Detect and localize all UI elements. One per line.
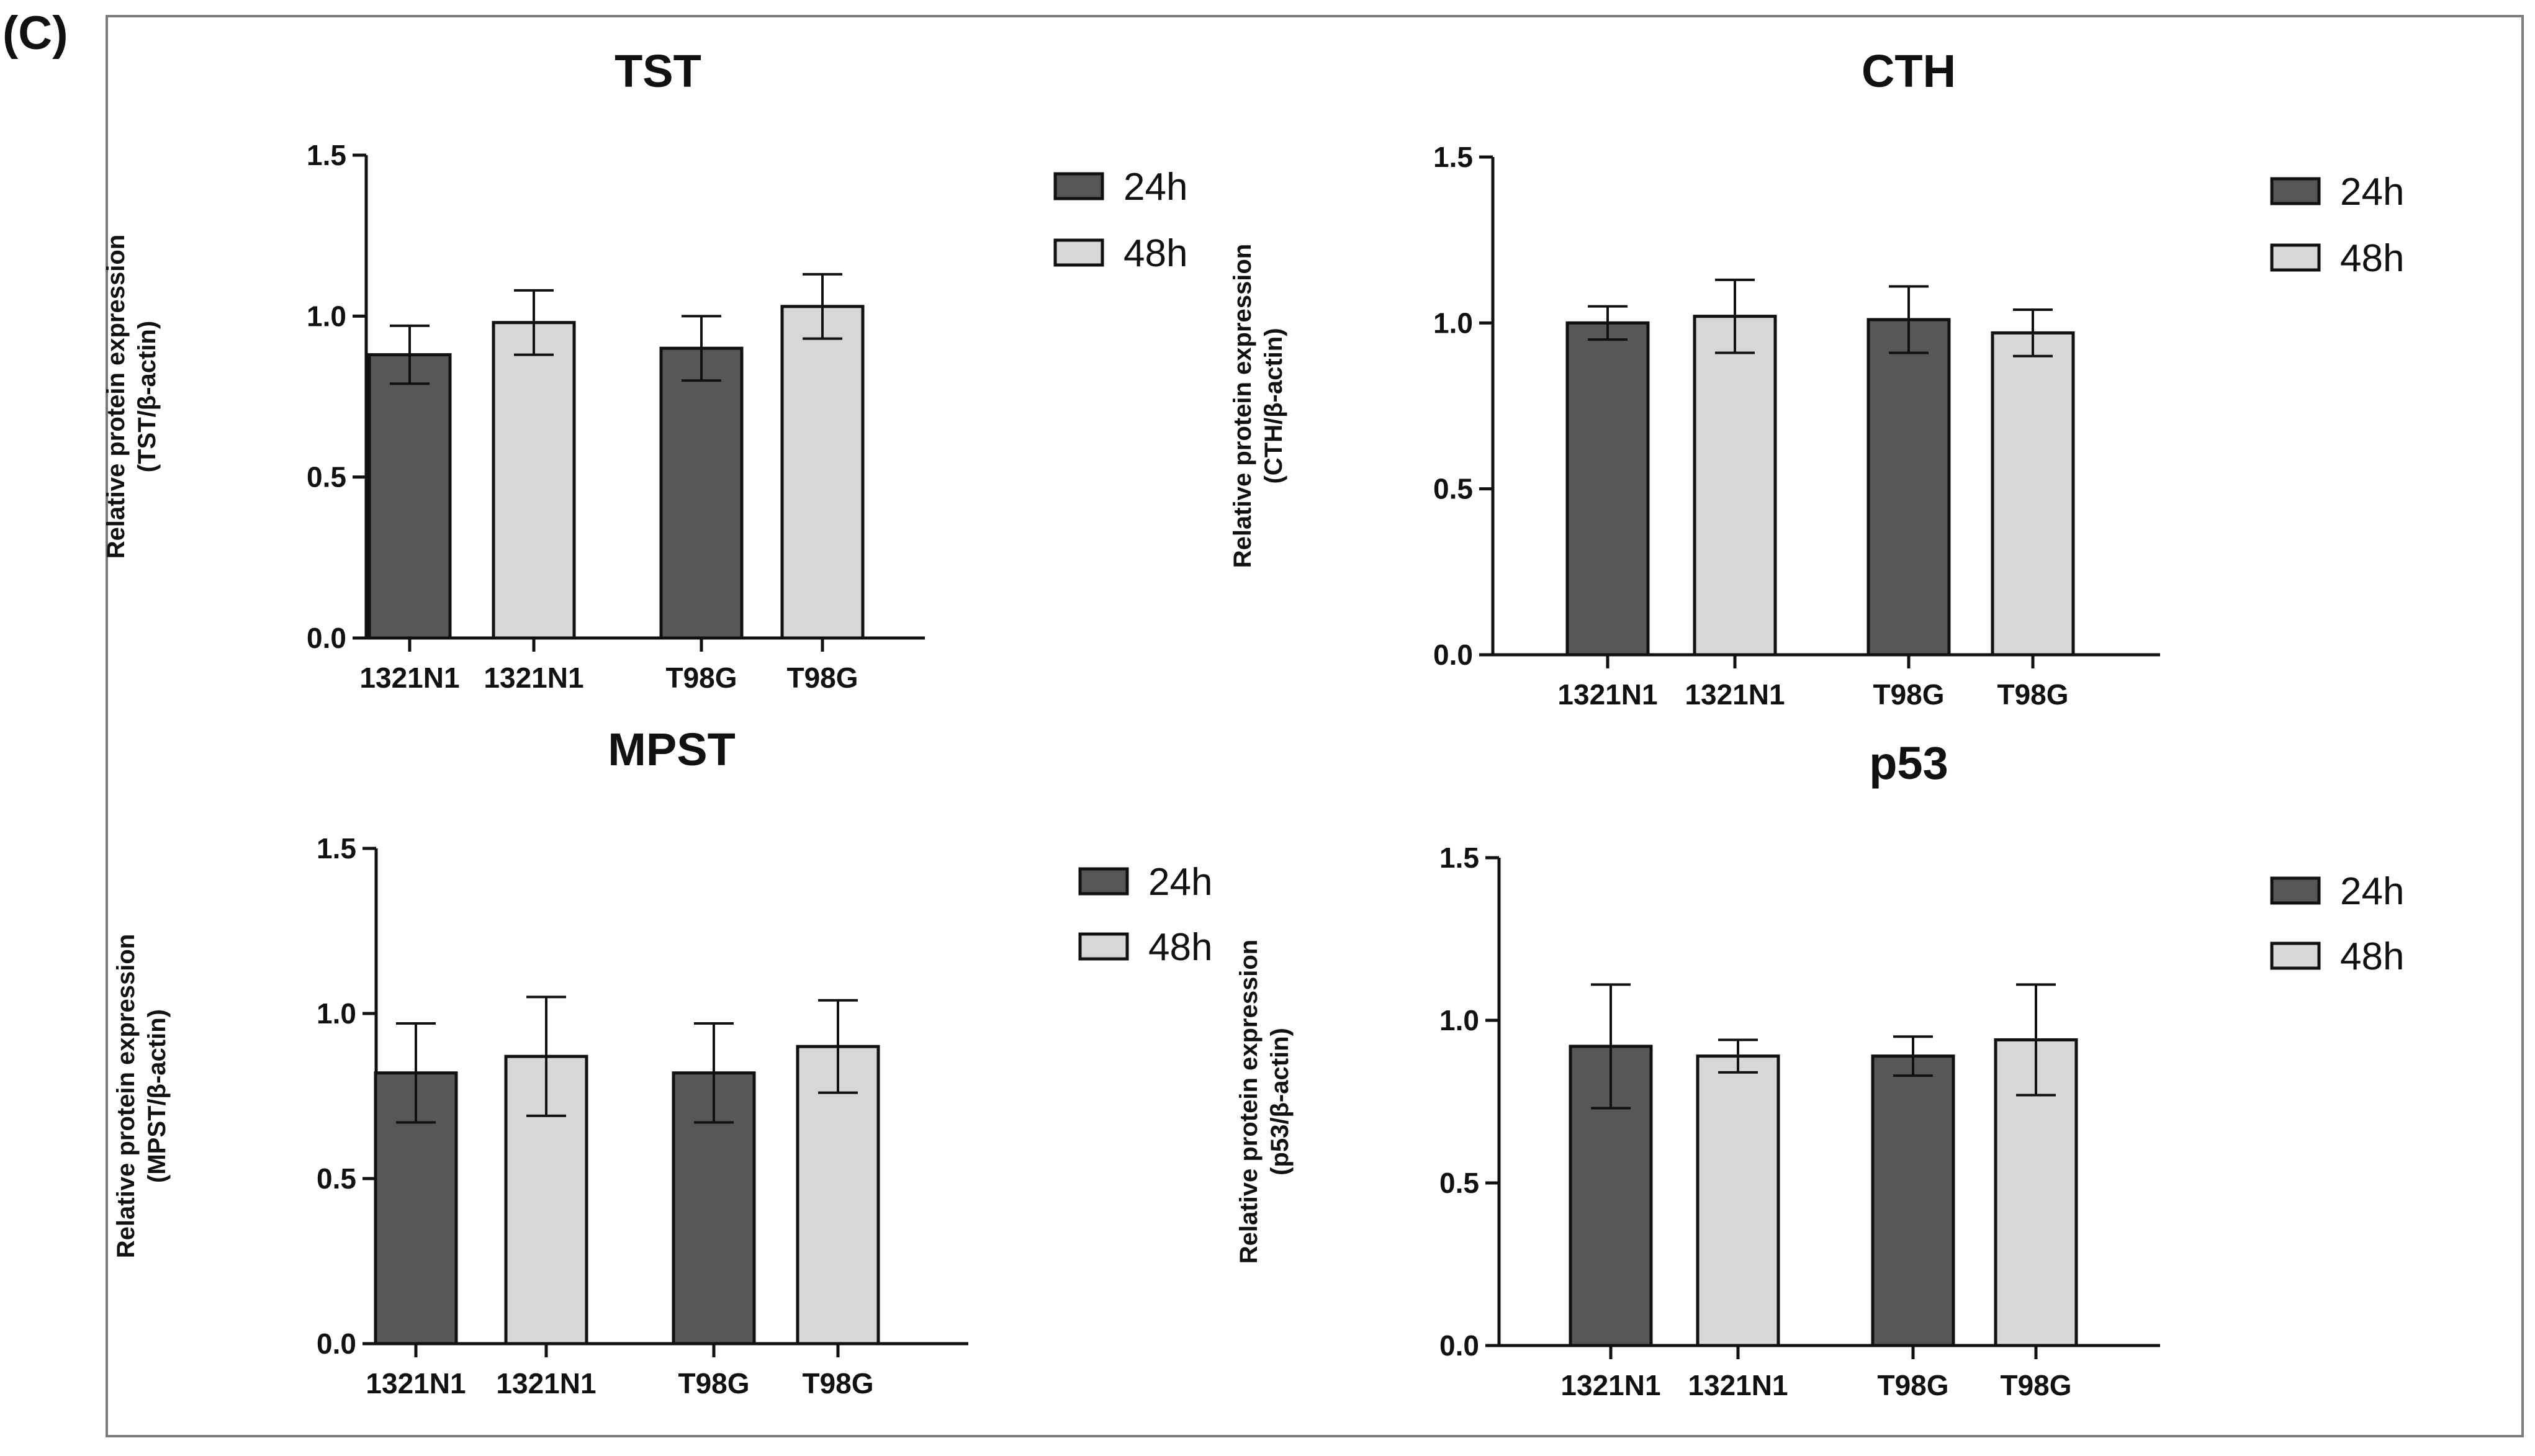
legend-label-24h: 24h [2340, 870, 2404, 913]
chart-p53: p53 Relative protein expression (p53/β-act… [1235, 737, 2404, 1401]
y-axis-label-line2: (CTH/β-actin) [1260, 328, 1287, 483]
bar-24h-1321N1 [1565, 321, 1650, 657]
bar-24h-T98G [1866, 318, 1951, 657]
y-axis-label: Relative protein expression (CTH/β-actin) [1229, 244, 1287, 568]
x-tick-label: T98G [802, 1367, 873, 1400]
x-tick-label: 1321N1 [1560, 1369, 1660, 1401]
bar-48h-1321N1 [492, 321, 576, 640]
y-axis-label-line2: (p53/β-actin) [1266, 1028, 1294, 1175]
y-tick-label: 1.5 [1439, 842, 1479, 874]
y-tick-label: 1.0 [317, 997, 356, 1030]
y-tick-label: 0.0 [1439, 1329, 1479, 1362]
y-axis-label-line1: Relative protein expression [102, 235, 130, 559]
y-tick-label: 0.5 [317, 1162, 356, 1195]
chart-title: p53 [1869, 737, 1948, 789]
y-axis-label: Relative protein expression (TST/β-actin) [102, 235, 161, 559]
y-tick-label: 1.0 [1439, 1004, 1479, 1036]
legend-swatch-24h [2270, 876, 2321, 905]
y-tick-label: 1.0 [1433, 307, 1473, 339]
x-tick-label: T98G [2000, 1369, 2071, 1401]
bar-48h-T98G [1991, 331, 2075, 657]
chart-tst: TST Relative protein expression (TST/β-act… [102, 45, 1187, 694]
chart-cth: CTH Relative protein expression (CTH/β-act… [1229, 45, 2404, 711]
x-tick-label: 1321N1 [366, 1367, 466, 1400]
legend-swatch-24h [2270, 177, 2321, 205]
x-tick-label: 1321N1 [359, 662, 459, 694]
bar-24h-1321N1 [367, 353, 452, 640]
y-tick-label: 0.5 [1439, 1167, 1479, 1199]
y-tick-label: 0.0 [307, 622, 346, 654]
y-tick-label: 1.0 [307, 300, 346, 332]
legend-swatch-48h [1053, 238, 1104, 267]
legend-label-24h: 24h [1123, 166, 1187, 209]
bar-24h-T98G [659, 346, 744, 640]
y-tick-label: 0.5 [1433, 473, 1473, 505]
legend-label-24h: 24h [2340, 171, 2404, 213]
x-tick-label: T98G [786, 662, 858, 694]
y-axis-label-line1: Relative protein expression [1235, 940, 1263, 1264]
bar-24h-T98G [1871, 1054, 1955, 1347]
x-tick-label: 1321N1 [1688, 1369, 1788, 1401]
bar-48h-T98G [780, 305, 865, 640]
y-axis-label: Relative protein expression (p53/β-actin) [1235, 940, 1294, 1264]
y-tick-label: 1.5 [1433, 141, 1473, 173]
y-tick-label: 0.0 [1433, 639, 1473, 671]
x-tick-label: T98G [1873, 678, 1944, 711]
chart-title: MPST [608, 724, 736, 775]
figure-frame [106, 15, 2524, 1437]
legend-swatch-24h [1053, 172, 1104, 200]
legend-label-48h: 48h [1148, 926, 1212, 969]
x-tick-label: T98G [1877, 1369, 1948, 1401]
legend-label-48h: 48h [1123, 232, 1187, 275]
x-tick-label: 1321N1 [496, 1367, 596, 1400]
chart-title: TST [615, 45, 701, 97]
legend-label-48h: 48h [2340, 237, 2404, 280]
x-tick-label: T98G [1997, 678, 2068, 711]
panel-label: (C) [2, 7, 68, 60]
y-axis-label: Relative protein expression (MPST/β-actin… [112, 934, 171, 1258]
bar-48h-T98G [1994, 1038, 2078, 1347]
y-axis-label-line2: (TST/β-actin) [133, 321, 161, 472]
legend-label-24h: 24h [1148, 861, 1212, 904]
legend-label-48h: 48h [2340, 935, 2404, 978]
legend-swatch-24h [1078, 867, 1129, 896]
chart-mpst: MPST Relative protein expression (MPST/β-a… [112, 724, 1212, 1400]
x-tick-label: T98G [665, 662, 737, 694]
y-tick-label: 1.5 [317, 832, 356, 865]
y-tick-label: 0.5 [307, 461, 346, 493]
bar-48h-1321N1 [1696, 1054, 1780, 1347]
legend-swatch-48h [2270, 941, 2321, 970]
x-tick-label: 1321N1 [1685, 678, 1785, 711]
y-axis-label-line1: Relative protein expression [1229, 244, 1256, 568]
legend-swatch-48h [2270, 243, 2321, 272]
y-tick-label: 0.0 [317, 1328, 356, 1360]
bar-48h-1321N1 [1693, 315, 1777, 657]
y-tick-label: 1.5 [307, 139, 346, 171]
y-axis-label-line1: Relative protein expression [112, 934, 140, 1258]
x-tick-label: 1321N1 [484, 662, 583, 694]
x-tick-label: 1321N1 [1557, 678, 1657, 711]
chart-title: CTH [1862, 45, 1956, 97]
y-axis-label-line2: (MPST/β-actin) [143, 1009, 171, 1183]
x-tick-label: T98G [678, 1367, 749, 1400]
legend-swatch-48h [1078, 932, 1129, 961]
